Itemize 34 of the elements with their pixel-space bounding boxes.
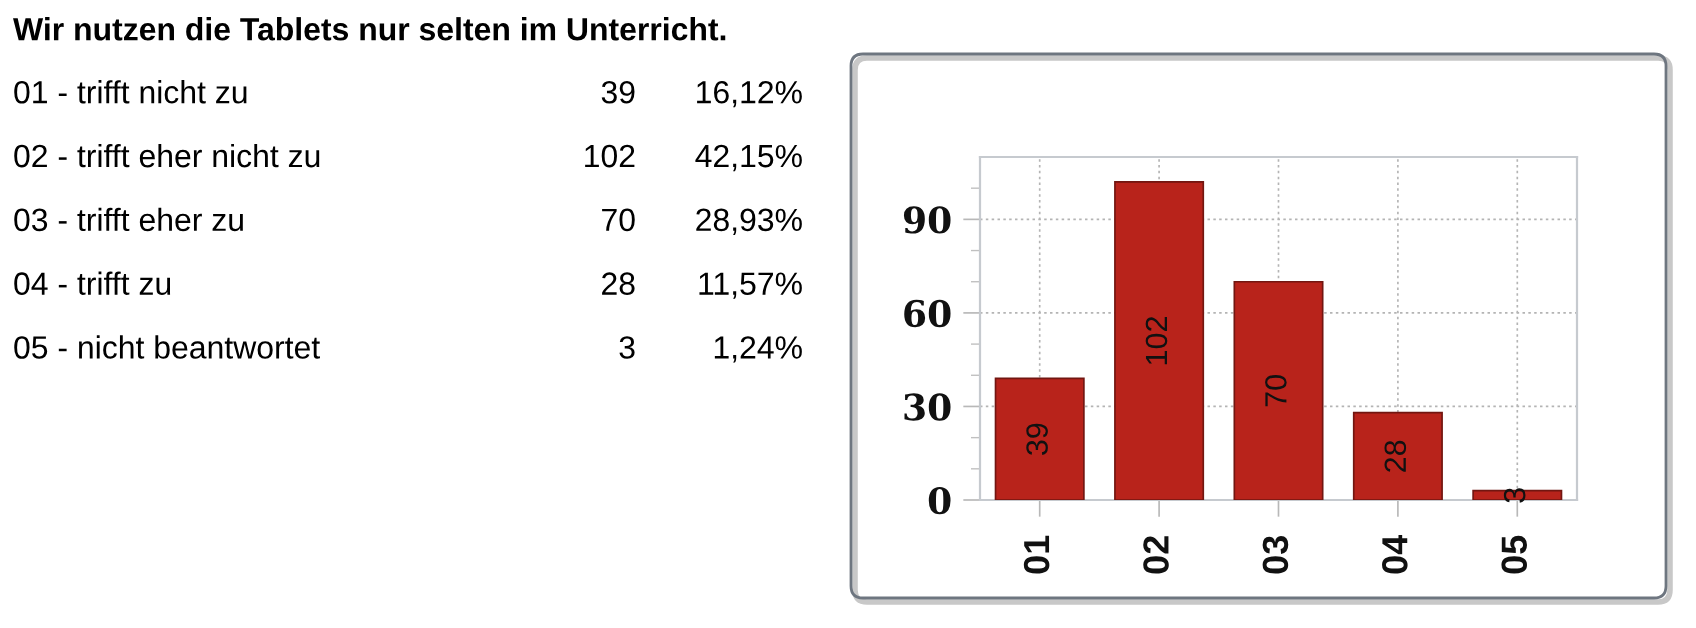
text: 28,93%	[696, 208, 802, 235]
text: 39	[601, 80, 635, 104]
bar	[1114, 181, 1205, 500]
text: 42,15%	[695, 144, 802, 172]
x-tick-label: 04	[1382, 534, 1408, 574]
text: 70	[602, 208, 635, 232]
text: 03 - trifft eher zu	[14, 207, 243, 232]
text: 11,57%	[699, 272, 802, 299]
y-tick-label: 90	[903, 206, 951, 234]
data-label: 102	[1145, 317, 1168, 365]
text: 04 - trifft zu	[14, 271, 171, 295]
bar	[1233, 280, 1324, 500]
text: 02 - trifft eher nicht zu	[14, 143, 320, 168]
data-label: 3	[1503, 488, 1526, 503]
data-label: 28	[1384, 440, 1407, 472]
y-tick-label: 0	[928, 486, 951, 515]
y-tick-label: 60	[904, 299, 951, 328]
data-label: 70	[1265, 375, 1287, 407]
text: 3	[619, 336, 635, 359]
text: Wir nutzen die Tablets nur selten im Unterricht.	[13, 17, 726, 41]
text: 05 - nicht beantwortet	[14, 335, 320, 359]
x-tick-label: 03	[1262, 536, 1289, 574]
y-tick-label: 30	[904, 393, 951, 421]
text: 16,12%	[697, 80, 802, 108]
x-tick-label: 05	[1501, 535, 1527, 574]
text: 01 - trifft nicht zu	[14, 80, 247, 104]
x-tick-label: 02	[1143, 536, 1169, 574]
bar	[994, 377, 1085, 500]
x-tick-label: 01	[1023, 535, 1050, 574]
data-label: 39	[1026, 423, 1048, 456]
text: 102	[585, 144, 635, 168]
text: 28	[602, 272, 635, 295]
text: 1,24%	[714, 336, 802, 363]
bar	[1352, 411, 1443, 500]
